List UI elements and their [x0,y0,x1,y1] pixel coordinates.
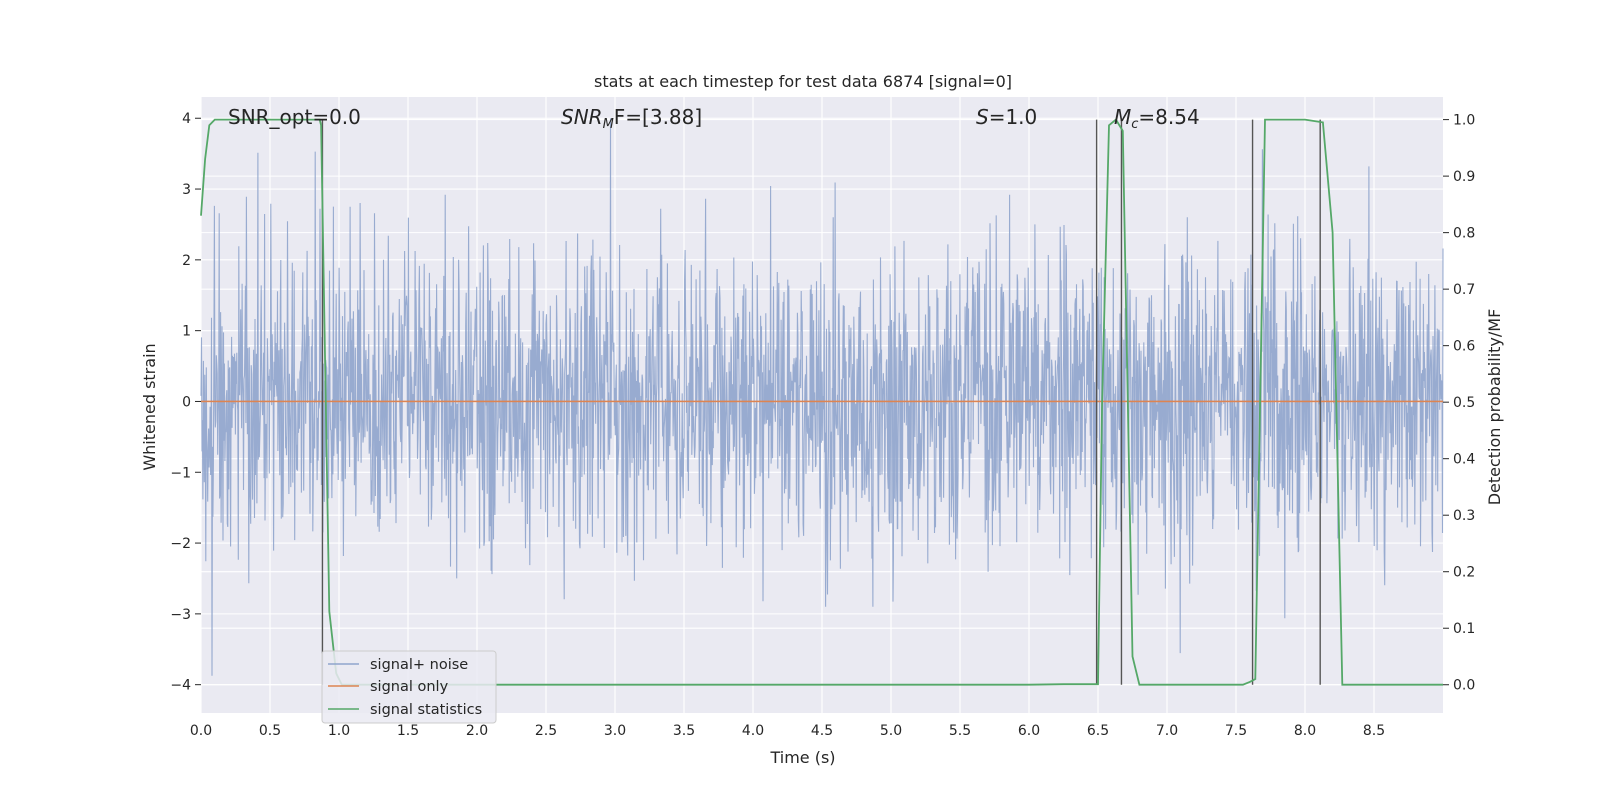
snr-mf-sub: M [603,117,614,132]
x-tick-label: 5.5 [949,723,971,739]
x-tick-label: 5.0 [880,723,902,739]
x-tick-label: 1.0 [328,723,350,739]
x-tick-label: 3.0 [604,723,626,739]
y-tick-label: 4 [182,111,191,127]
y-tick-label: 0 [182,394,191,410]
y2-tick-label: 0.8 [1453,226,1475,242]
x-tick-label: 2.5 [535,723,557,739]
signal-statistics-series [200,118,1443,686]
y-tick-label: −4 [170,678,191,694]
legend-box [321,650,497,724]
s-rest: =1.0 [989,105,1038,129]
y2-tick-label: 0.9 [1453,169,1475,185]
x-tick-label: 1.5 [397,723,419,739]
y2-tick-label: 0.7 [1453,282,1475,298]
y2-tick-label: 0.5 [1453,395,1475,411]
y-axis-label: Whitened strain [140,343,159,470]
x-tick-label: 6.5 [1087,723,1109,739]
x-tick-label: 0.0 [190,723,212,739]
y2-tick-label: 0.3 [1453,508,1475,524]
legend: signal+ noise signal only signal statist… [321,650,497,724]
annotation-s: S=1.0 [976,105,1037,129]
legend-label-noise: signal+ noise [370,657,468,673]
x-tick-label: 8.5 [1363,723,1385,739]
signal-statistics-line [200,118,1443,686]
x-tick-label: 6.0 [1018,723,1040,739]
s-italic: S [976,105,989,129]
legend-label-stats: signal statistics [370,702,482,718]
annotation-snr-opt: SNR_opt=0.0 [228,105,361,129]
annotation-mc: Mc=8.54 [1114,105,1200,132]
y2-tick-label: 1.0 [1453,113,1475,129]
signal-noise-series [200,118,1444,676]
y-tick-label: 2 [182,253,191,269]
annotation-snr-mf: SNRMF=[3.88] [561,105,702,132]
y-tick-label: 1 [182,324,191,340]
x-axis-label: Time (s) [769,748,835,767]
mc-sub: c [1131,117,1138,132]
x-tick-label: 8.0 [1294,723,1316,739]
chart-title: stats at each timestep for test data 687… [594,72,1012,91]
x-axis-ticks: 0.0 0.5 1.0 1.5 2.0 2.5 3.0 3.5 4.0 4.5 5.0 5.5 6.0 6… [190,723,1385,739]
x-tick-label: 0.5 [259,723,281,739]
y-tick-label: 3 [182,182,191,198]
x-tick-label: 3.5 [673,723,695,739]
vertical-markers [321,119,1321,685]
x-tick-label: 2.0 [466,723,488,739]
noise-line [200,118,1444,676]
y-tick-label: −2 [170,536,191,552]
y2-axis-ticks: 1.0 0.9 0.8 0.7 0.6 0.5 0.4 0.3 0.2 0.1 0.0 [1443,113,1475,694]
x-tick-label: 4.0 [742,723,764,739]
y2-tick-label: 0.4 [1453,452,1475,468]
y-tick-label: −3 [170,607,191,623]
legend-label-signal: signal only [370,679,449,695]
x-tick-label: 7.0 [1156,723,1178,739]
y2-axis-label: Detection probability/MF [1485,309,1504,506]
y-axis-ticks: 4 3 2 1 0 −1 −2 −3 −4 [170,111,201,694]
snr-mf-base: SNR [561,105,603,129]
y2-tick-label: 0.6 [1453,339,1475,355]
y2-tick-label: 0.2 [1453,565,1475,581]
mc-base: M [1114,105,1131,129]
y2-tick-label: 0.0 [1453,678,1475,694]
y-tick-label: −1 [170,465,191,481]
x-tick-label: 4.5 [811,723,833,739]
x-tick-label: 7.5 [1225,723,1247,739]
mc-rest: =8.54 [1138,105,1199,129]
snr-mf-rest: F=[3.88] [614,105,702,129]
y2-tick-label: 0.1 [1453,621,1475,637]
